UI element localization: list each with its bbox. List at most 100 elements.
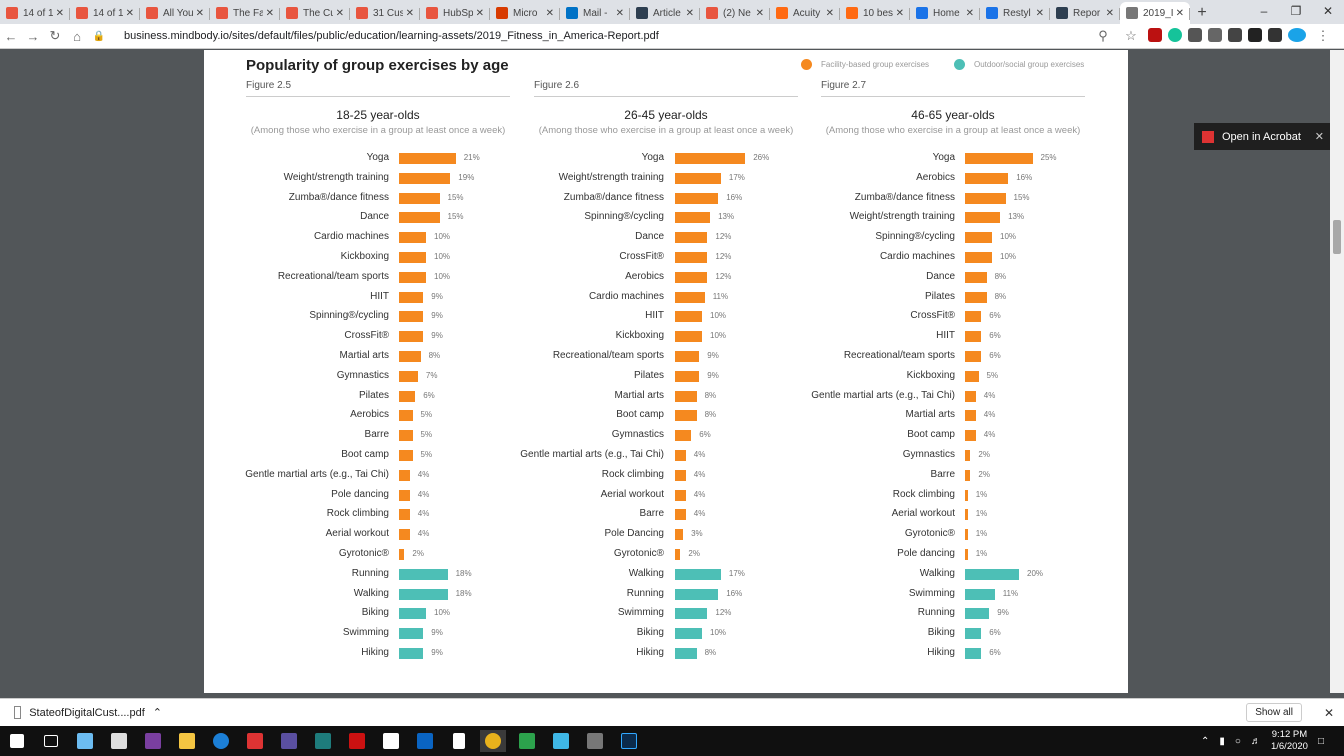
battery-icon[interactable]: ▮ — [1219, 735, 1225, 747]
close-tab-icon[interactable]: ✕ — [825, 7, 834, 19]
show-all-button[interactable]: Show all — [1246, 703, 1302, 722]
scrollbar[interactable] — [1330, 50, 1344, 693]
zoom-icon[interactable]: ⚲ — [1098, 28, 1108, 43]
browser-tab[interactable]: Home ✕ — [910, 2, 980, 24]
close-tab-icon[interactable]: ✕ — [265, 7, 274, 19]
browser-tab[interactable]: The Cu ✕ — [280, 2, 350, 24]
reload-icon[interactable]: ↻ — [49, 28, 61, 43]
forward-icon[interactable]: → — [26, 28, 40, 44]
close-tab-icon[interactable]: ✕ — [335, 7, 344, 19]
close-tab-icon[interactable]: ✕ — [615, 7, 624, 19]
app-icon[interactable] — [582, 730, 608, 752]
ni-extension-icon[interactable] — [1228, 28, 1242, 42]
app-icon[interactable] — [310, 730, 336, 752]
chart-row: HIIT 9% — [204, 288, 1128, 308]
acrobat-extension-icon[interactable] — [1148, 28, 1162, 42]
close-tab-icon[interactable]: ✕ — [55, 7, 64, 19]
reader-extension-icon[interactable] — [1208, 28, 1222, 42]
minimize-button[interactable]: – — [1260, 4, 1268, 18]
category-label: Kickboxing — [906, 369, 955, 381]
back-icon[interactable]: ← — [4, 28, 18, 44]
clock[interactable]: 9:12 PM 1/6/2020 — [1271, 729, 1308, 753]
browser-tab[interactable]: HubSp ✕ — [420, 2, 490, 24]
close-tab-icon[interactable]: ✕ — [755, 7, 764, 19]
app-icon[interactable] — [514, 730, 540, 752]
menu-icon[interactable]: ⋮ — [1316, 28, 1330, 43]
browser-tab[interactable]: Mail - ✕ — [560, 2, 630, 24]
network-icon[interactable]: ○ — [1234, 735, 1241, 747]
browser-tab[interactable]: Restyl ✕ — [980, 2, 1050, 24]
browser-tab[interactable]: The Fa ✕ — [210, 2, 280, 24]
close-window-button[interactable]: ✕ — [1322, 4, 1334, 18]
close-tab-icon[interactable]: ✕ — [895, 7, 904, 19]
bookmark-star-icon[interactable]: ☆ — [1125, 28, 1137, 43]
bar — [399, 251, 426, 263]
app-icon[interactable] — [276, 730, 302, 752]
tray-up-icon[interactable]: ⌃ — [1201, 735, 1210, 747]
close-tab-icon[interactable]: ✕ — [405, 7, 414, 19]
app-icon[interactable] — [242, 730, 268, 752]
open-in-acrobat-button[interactable]: Open in Acrobat ✕ — [1194, 123, 1332, 150]
value-label: 9% — [431, 331, 443, 341]
profile-avatar[interactable] — [1288, 28, 1306, 42]
url-field[interactable]: business.mindbody.io/sites/default/files… — [124, 30, 659, 42]
app-icon[interactable] — [72, 730, 98, 752]
pin-extension-icon[interactable] — [1268, 28, 1282, 42]
chrome-icon[interactable] — [480, 730, 506, 752]
browser-tab[interactable]: 14 of 1 ✕ — [70, 2, 140, 24]
browser-tab[interactable]: 14 of 1 ✕ — [0, 2, 70, 24]
browser-tab[interactable]: 2019_I ✕ — [1120, 2, 1190, 24]
grammarly-extension-icon[interactable] — [1168, 28, 1182, 42]
bar — [675, 469, 686, 481]
chart-panel: Figure 2.7 46-65 year-olds (Among those wh… — [821, 80, 1085, 137]
scrollbar-thumb[interactable] — [1333, 220, 1341, 254]
volume-icon[interactable]: ♬ — [1250, 735, 1261, 747]
notepad-icon[interactable] — [378, 730, 404, 752]
new-tab-button[interactable]: + — [1197, 4, 1207, 21]
category-label: Aerial workout — [891, 508, 955, 520]
store-icon[interactable] — [106, 730, 132, 752]
browser-tab[interactable]: Repor ✕ — [1050, 2, 1120, 24]
app-icon[interactable] — [140, 730, 166, 752]
file-explorer-icon[interactable] — [174, 730, 200, 752]
close-tab-icon[interactable]: ✕ — [545, 7, 554, 19]
download-item[interactable]: StateofDigitalCust....pdf ⌃ — [14, 706, 162, 719]
close-tab-icon[interactable]: ✕ — [475, 7, 484, 19]
photoshop-icon[interactable] — [616, 730, 642, 752]
value-label: 10% — [434, 608, 451, 618]
close-tab-icon[interactable]: ✕ — [125, 7, 134, 19]
check-extension-icon[interactable] — [1248, 28, 1262, 42]
acrobat-icon[interactable] — [344, 730, 370, 752]
browser-tab[interactable]: Article ✕ — [630, 2, 700, 24]
home-icon[interactable]: ⌂ — [73, 28, 81, 44]
chart-row: Walking 17% — [204, 565, 1128, 585]
close-icon[interactable]: ✕ — [1323, 705, 1334, 720]
chart-row: Weight/strength training 19% — [204, 169, 1128, 189]
browser-tab[interactable]: Micro ✕ — [490, 2, 560, 24]
close-tab-icon[interactable]: ✕ — [195, 7, 204, 19]
browser-tab[interactable]: (2) Ne ✕ — [700, 2, 770, 24]
bar — [399, 449, 413, 461]
screenshot-extension-icon[interactable] — [1188, 28, 1202, 42]
chart-rows: Yoga 25% Aerobics 16% Zumba®/dance fitness 15… — [204, 149, 1128, 664]
document-icon[interactable] — [446, 730, 472, 752]
close-tab-icon[interactable]: ✕ — [685, 7, 694, 19]
close-tab-icon[interactable]: ✕ — [965, 7, 974, 19]
app-icon[interactable] — [548, 730, 574, 752]
close-icon[interactable]: ✕ — [1314, 131, 1324, 143]
close-tab-icon[interactable]: ✕ — [1035, 7, 1044, 19]
edge-icon[interactable] — [208, 730, 234, 752]
browser-tab[interactable]: Acuity ✕ — [770, 2, 840, 24]
close-tab-icon[interactable]: ✕ — [1105, 7, 1114, 19]
task-view-icon[interactable] — [38, 730, 64, 752]
browser-tab[interactable]: 10 bes ✕ — [840, 2, 910, 24]
start-icon[interactable] — [4, 730, 30, 752]
browser-tab[interactable]: 31 Cus ✕ — [350, 2, 420, 24]
value-label: 5% — [986, 370, 999, 380]
close-tab-icon[interactable]: ✕ — [1175, 7, 1184, 19]
chevron-up-icon[interactable]: ⌃ — [152, 707, 162, 719]
outlook-icon[interactable] — [412, 730, 438, 752]
browser-tab[interactable]: All You ✕ — [140, 2, 210, 24]
restore-button[interactable]: ❐ — [1290, 4, 1302, 18]
notification-icon[interactable]: □ — [1317, 735, 1324, 747]
